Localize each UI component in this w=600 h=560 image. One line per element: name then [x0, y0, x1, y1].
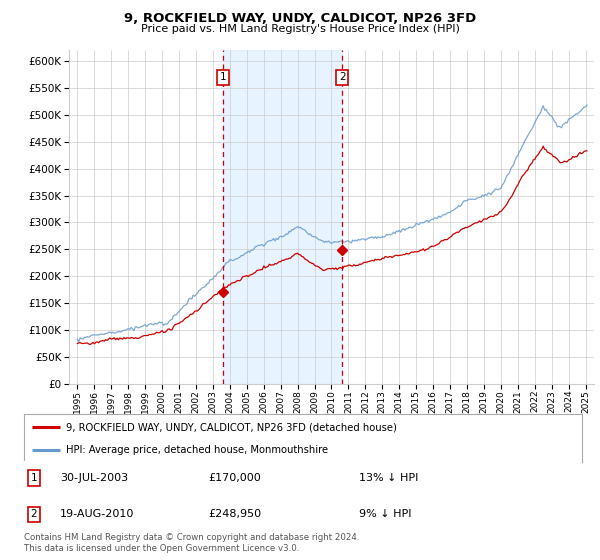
- Text: 2: 2: [31, 509, 37, 519]
- Text: 1: 1: [220, 72, 226, 82]
- Text: 30-JUL-2003: 30-JUL-2003: [60, 473, 128, 483]
- Text: 9, ROCKFIELD WAY, UNDY, CALDICOT, NP26 3FD (detached house): 9, ROCKFIELD WAY, UNDY, CALDICOT, NP26 3…: [66, 422, 397, 432]
- Text: 13% ↓ HPI: 13% ↓ HPI: [359, 473, 418, 483]
- Text: 1: 1: [31, 473, 37, 483]
- Text: Contains HM Land Registry data © Crown copyright and database right 2024.
This d: Contains HM Land Registry data © Crown c…: [24, 533, 359, 553]
- Bar: [223, 50, 343, 384]
- Text: HPI: Average price, detached house, Monmouthshire: HPI: Average price, detached house, Monm…: [66, 445, 328, 455]
- Text: Price paid vs. HM Land Registry's House Price Index (HPI): Price paid vs. HM Land Registry's House …: [140, 24, 460, 34]
- Text: £170,000: £170,000: [208, 473, 261, 483]
- Text: 2: 2: [339, 72, 346, 82]
- Text: 19-AUG-2010: 19-AUG-2010: [60, 509, 134, 519]
- Text: £248,950: £248,950: [208, 509, 261, 519]
- Text: 9, ROCKFIELD WAY, UNDY, CALDICOT, NP26 3FD: 9, ROCKFIELD WAY, UNDY, CALDICOT, NP26 3…: [124, 12, 476, 25]
- Text: 9% ↓ HPI: 9% ↓ HPI: [359, 509, 412, 519]
